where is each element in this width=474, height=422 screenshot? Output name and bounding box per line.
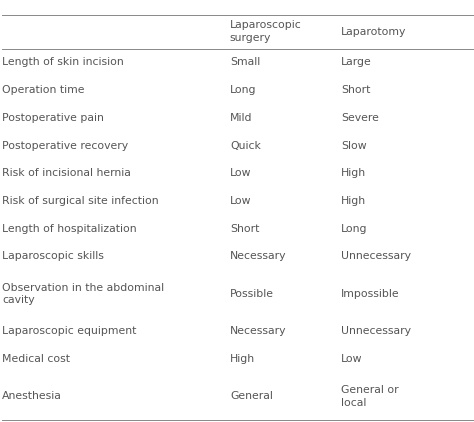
Text: Medical cost: Medical cost <box>2 354 70 364</box>
Text: General or
local: General or local <box>341 385 399 408</box>
Text: Possible: Possible <box>230 289 274 299</box>
Text: Postoperative recovery: Postoperative recovery <box>2 141 128 151</box>
Text: Severe: Severe <box>341 113 379 123</box>
Text: Anesthesia: Anesthesia <box>2 391 62 401</box>
Text: Short: Short <box>230 224 259 234</box>
Text: Necessary: Necessary <box>230 326 286 336</box>
Text: Risk of surgical site infection: Risk of surgical site infection <box>2 196 159 206</box>
Text: Impossible: Impossible <box>341 289 400 299</box>
Text: Unnecessary: Unnecessary <box>341 326 411 336</box>
Text: High: High <box>341 196 366 206</box>
Text: Quick: Quick <box>230 141 261 151</box>
Text: Laparoscopic equipment: Laparoscopic equipment <box>2 326 137 336</box>
Text: Long: Long <box>230 85 256 95</box>
Text: Risk of incisional hernia: Risk of incisional hernia <box>2 168 131 178</box>
Text: Necessary: Necessary <box>230 252 286 261</box>
Text: Slow: Slow <box>341 141 367 151</box>
Text: High: High <box>230 354 255 364</box>
Text: Observation in the abdominal
cavity: Observation in the abdominal cavity <box>2 283 164 305</box>
Text: Short: Short <box>341 85 371 95</box>
Text: Low: Low <box>230 196 251 206</box>
Text: Mild: Mild <box>230 113 252 123</box>
Text: Laparoscopic
surgery: Laparoscopic surgery <box>230 20 301 43</box>
Text: Unnecessary: Unnecessary <box>341 252 411 261</box>
Text: Length of hospitalization: Length of hospitalization <box>2 224 137 234</box>
Text: General: General <box>230 391 273 401</box>
Text: Laparoscopic skills: Laparoscopic skills <box>2 252 104 261</box>
Text: Postoperative pain: Postoperative pain <box>2 113 104 123</box>
Text: Length of skin incision: Length of skin incision <box>2 57 124 68</box>
Text: Small: Small <box>230 57 260 68</box>
Text: Long: Long <box>341 224 368 234</box>
Text: Low: Low <box>230 168 251 178</box>
Text: Operation time: Operation time <box>2 85 85 95</box>
Text: High: High <box>341 168 366 178</box>
Text: Low: Low <box>341 354 363 364</box>
Text: Laparotomy: Laparotomy <box>341 27 407 37</box>
Text: Large: Large <box>341 57 372 68</box>
